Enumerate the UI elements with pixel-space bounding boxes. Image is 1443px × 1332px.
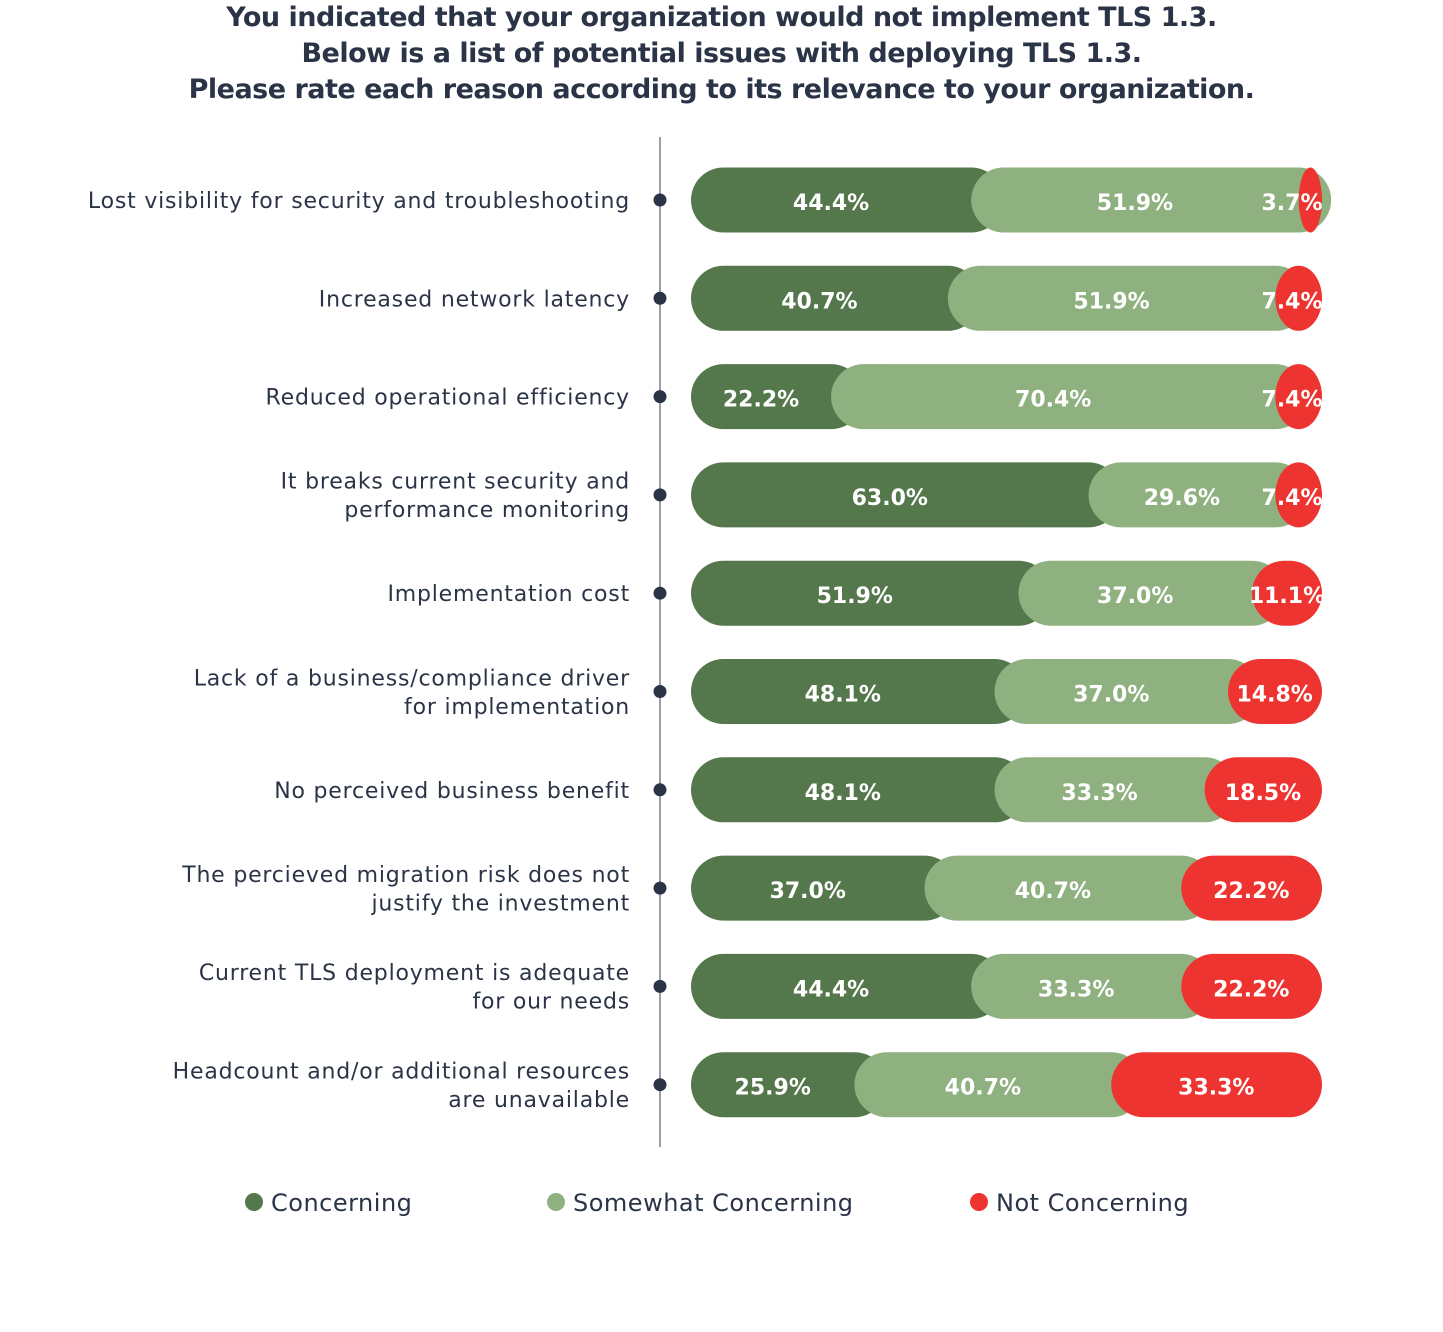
category-label: performance monitoring [344, 498, 630, 523]
bar-segment-somewhat-concerning [1018, 560, 1285, 626]
data-label: 40.7% [945, 1076, 1021, 1101]
data-label: 51.9% [817, 584, 893, 609]
data-label: 14.8% [1237, 683, 1313, 708]
data-label: 29.6% [1144, 486, 1220, 511]
data-label: 70.4% [1015, 388, 1091, 413]
bar-segment-somewhat-concerning [1088, 462, 1308, 528]
data-label: 37.0% [1097, 584, 1173, 609]
bar-segment-not-concerning [1251, 560, 1322, 626]
data-label: 40.7% [781, 289, 857, 314]
data-label: 25.9% [735, 1076, 811, 1101]
bar-segment-not-concerning [1275, 265, 1322, 331]
title-line: Below is a list of potential issues with… [301, 38, 1142, 69]
bar-segment-concerning [691, 953, 1004, 1019]
data-label: 33.3% [1178, 1076, 1254, 1101]
bar-segment-concerning [691, 167, 1004, 233]
bar-segment-not-concerning [1181, 855, 1322, 921]
bar-segment-somewhat-concerning [924, 855, 1214, 921]
data-label: 48.1% [805, 781, 881, 806]
data-label: 7.4% [1261, 388, 1322, 413]
data-label: 11.1% [1249, 584, 1325, 609]
bar-segment-not-concerning [1204, 757, 1322, 823]
data-label: 48.1% [805, 683, 881, 708]
category-label: Lost visibility for security and trouble… [88, 189, 630, 214]
bar-segment-not-concerning [1275, 462, 1322, 528]
axis-dot [653, 291, 667, 305]
data-label: 44.4% [793, 191, 869, 216]
title-line: Please rate each reason according to its… [188, 74, 1255, 105]
bar-segment-concerning [691, 1052, 887, 1118]
title-line: You indicated that your organization wou… [226, 2, 1217, 33]
bar-segment-not-concerning [1275, 364, 1322, 430]
axis-dot [653, 685, 667, 698]
data-label: 3.7% [1261, 191, 1322, 216]
axis-dot [653, 783, 667, 797]
axis-dot [653, 1078, 667, 1092]
data-label: 33.3% [1061, 781, 1137, 806]
bar-segment-concerning [691, 855, 957, 921]
data-label: 37.0% [1073, 683, 1149, 708]
bar-segment-not-concerning [1227, 659, 1322, 724]
axis-dot [653, 193, 667, 207]
category-label: are unavailable [448, 1088, 630, 1113]
chart-title: You indicated that your organization wou… [0, 0, 1443, 108]
legend-marker [245, 1193, 263, 1211]
category-label: It breaks current security and [281, 470, 630, 495]
data-label: 7.4% [1261, 486, 1322, 511]
category-label: Increased network latency [319, 287, 630, 312]
data-label: 22.2% [723, 388, 799, 413]
data-label: 7.4% [1261, 289, 1322, 314]
legend-marker [970, 1193, 988, 1211]
category-label: Lack of a business/compliance driver [194, 666, 630, 691]
legend-marker [547, 1193, 565, 1211]
bar-segment-concerning [691, 659, 1028, 724]
bar-segment-somewhat-concerning [994, 659, 1261, 724]
bar-segment-somewhat-concerning [831, 364, 1308, 430]
data-label: 22.2% [1213, 879, 1289, 904]
legend-label: Not Concerning [996, 1189, 1189, 1217]
bar-segment-not-concerning [1111, 1052, 1322, 1118]
category-label: Reduced operational efficiency [266, 386, 630, 411]
data-label: 22.2% [1213, 977, 1289, 1002]
bar-segment-somewhat-concerning [971, 167, 1332, 233]
axis-dot [653, 979, 667, 993]
data-label: 40.7% [1015, 879, 1091, 904]
axis-dot [653, 881, 667, 895]
data-label: 51.9% [1073, 289, 1149, 314]
category-label: Current TLS deployment is adequate [199, 961, 630, 986]
category-label: No perceived business benefit [274, 779, 630, 804]
data-label: 51.9% [1097, 191, 1173, 216]
bar-segment-concerning [691, 757, 1028, 823]
category-label: The percieved migration risk does not [181, 863, 630, 888]
bar-segment-concerning [691, 560, 1051, 626]
bar-segment-somewhat-concerning [854, 1052, 1144, 1118]
axis-dot [653, 488, 667, 502]
data-label: 44.4% [793, 977, 869, 1002]
category-label: for implementation [404, 695, 630, 720]
category-label: for our needs [472, 990, 630, 1015]
data-label: 18.5% [1225, 781, 1301, 806]
bar-segment-concerning [691, 462, 1122, 528]
legend-label: Concerning [271, 1189, 412, 1217]
data-label: 33.3% [1038, 977, 1114, 1002]
category-label: Implementation cost [387, 582, 630, 607]
bar-segment-concerning [691, 364, 864, 430]
data-label: 63.0% [852, 486, 928, 511]
bar-segment-somewhat-concerning [994, 757, 1238, 823]
bar-segment-somewhat-concerning [947, 265, 1308, 331]
bar-segment-not-concerning [1181, 953, 1322, 1019]
legend-label: Somewhat Concerning [573, 1189, 854, 1217]
category-label: Headcount and/or additional resources [173, 1059, 630, 1084]
bar-segment-concerning [691, 265, 981, 331]
data-label: 37.0% [770, 879, 846, 904]
category-label: justify the investment [370, 891, 630, 916]
bar-segment-not-concerning [1298, 167, 1322, 233]
bar-segment-somewhat-concerning [971, 953, 1214, 1019]
axis-dot [653, 586, 667, 600]
axis-dot [653, 390, 667, 404]
